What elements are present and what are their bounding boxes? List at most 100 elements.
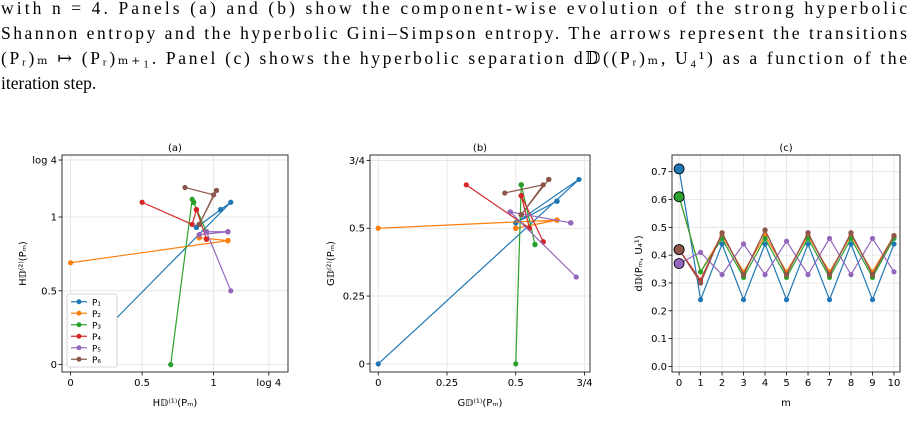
data-point <box>805 241 811 247</box>
x-tick-label: 5 <box>783 378 789 389</box>
x-tick-label: 10 <box>888 378 901 389</box>
data-point <box>190 199 197 205</box>
x-axis-label: H𝔻⁽¹⁾(Pₘ) <box>153 398 198 409</box>
data-point <box>848 235 854 242</box>
data-point <box>848 272 854 278</box>
data-point <box>826 235 833 242</box>
plot-frame <box>369 154 591 373</box>
data-point <box>673 244 685 255</box>
data-point <box>740 297 747 303</box>
x-tick-label: 0 <box>67 378 73 389</box>
x-tick-label: 1 <box>697 378 703 389</box>
data-point <box>697 297 704 303</box>
data-point <box>546 176 552 183</box>
data-point <box>869 297 876 303</box>
x-tick-label: 9 <box>869 378 875 389</box>
data-point <box>518 193 524 199</box>
data-point <box>218 207 224 213</box>
x-tick-label: 1 <box>210 378 216 389</box>
data-point <box>891 233 897 239</box>
data-point <box>740 241 747 247</box>
legend-marker <box>76 356 82 362</box>
data-point <box>168 362 174 368</box>
data-point <box>783 238 790 244</box>
y-axis-label: d𝔻(Pₘ, U₄¹) <box>634 235 645 291</box>
y-tick-label: 1 <box>51 213 57 224</box>
y-tick-label: 0.5 <box>349 224 365 235</box>
y-axis-label: H𝔻⁽²⁾(Pₘ) <box>18 241 29 286</box>
data-point <box>213 187 220 194</box>
data-point <box>568 220 574 226</box>
data-point <box>805 230 811 236</box>
data-point <box>762 241 768 247</box>
data-point <box>196 232 202 238</box>
y-tick-label: 0.4 <box>651 251 667 262</box>
data-point <box>228 199 234 205</box>
data-point <box>719 241 725 247</box>
data-point <box>532 241 538 248</box>
y-tick-label: 0 <box>359 359 365 370</box>
x-tick-label: log 4 <box>256 378 281 389</box>
data-point <box>848 241 854 247</box>
caption-line: with n = 4. Panels (a) and (b) show the … <box>1 0 907 18</box>
panel-title: (b) <box>473 143 487 154</box>
x-axis-label: G𝔻⁽¹⁾(Pₘ) <box>458 398 503 409</box>
data-point <box>463 182 469 188</box>
panel: (b) 0 0.25 0.5 3/4 0 0.25 0.5 3/4 G𝔻⁽¹⁾(Pₘ) G𝔻⁽²⁾(… <box>326 143 593 409</box>
legend-marker <box>76 299 82 305</box>
data-point <box>762 227 768 233</box>
data-point <box>502 190 508 196</box>
caption: with n = 4. Panels (a) and (b) show the … <box>1 0 907 93</box>
caption-line: Shannon entropy and the hyperbolic Gini–… <box>1 23 907 43</box>
data-point <box>697 280 704 286</box>
data-point <box>673 191 685 203</box>
data-point <box>182 184 188 191</box>
data-point <box>762 272 768 278</box>
data-point <box>719 272 725 278</box>
y-tick-label: 0.6 <box>651 195 667 206</box>
data-point <box>783 297 790 303</box>
series-line <box>377 178 580 365</box>
x-tick-label: 7 <box>826 378 832 389</box>
y-tick-label: 0.5 <box>41 286 57 297</box>
panel-title: (a) <box>168 143 182 154</box>
data-point <box>673 163 685 175</box>
x-tick-label: 4 <box>762 378 768 389</box>
data-point <box>576 176 582 183</box>
data-point <box>513 220 519 226</box>
series-line <box>508 211 577 278</box>
y-axis-label: G𝔻⁽²⁾(Pₘ) <box>326 241 337 286</box>
data-point <box>228 288 234 294</box>
data-point <box>697 269 704 275</box>
legend-marker <box>76 345 82 351</box>
data-point <box>869 272 876 278</box>
data-point <box>189 221 195 227</box>
data-point <box>762 235 768 242</box>
y-tick-label: 3/4 <box>349 156 365 167</box>
data-point <box>673 258 685 269</box>
figure: (a) 0 0.5 1 log 4 0 0.5 1 log 4 H𝔻⁽¹⁾(Pₘ) H𝔻⁽²⁾(Pₘ… <box>18 143 901 409</box>
x-tick-label: 0 <box>676 378 682 389</box>
data-point <box>826 272 833 278</box>
y-tick-label: 0.3 <box>651 278 667 289</box>
data-point <box>697 249 704 255</box>
data-point <box>67 260 74 266</box>
x-tick-label: 0 <box>375 378 381 389</box>
data-point <box>193 207 200 213</box>
data-point <box>375 361 381 367</box>
data-point <box>891 269 897 275</box>
data-point <box>518 212 524 218</box>
panel: (a) 0 0.5 1 log 4 0 0.5 1 log 4 H𝔻⁽¹⁾(Pₘ) H𝔻⁽²⁾(Pₘ… <box>18 143 289 409</box>
y-tick-label: log 4 <box>32 156 57 167</box>
data-point <box>540 182 546 188</box>
x-tick-label: 0.25 <box>436 378 458 389</box>
series-line <box>70 237 229 264</box>
data-point <box>225 229 231 235</box>
y-tick-label: 0.0 <box>651 362 667 373</box>
y-tick-label: 0.2 <box>651 306 667 317</box>
data-point <box>783 272 790 278</box>
legend-marker <box>76 322 82 328</box>
x-tick-label: 3 <box>740 378 746 389</box>
data-point <box>526 225 533 231</box>
